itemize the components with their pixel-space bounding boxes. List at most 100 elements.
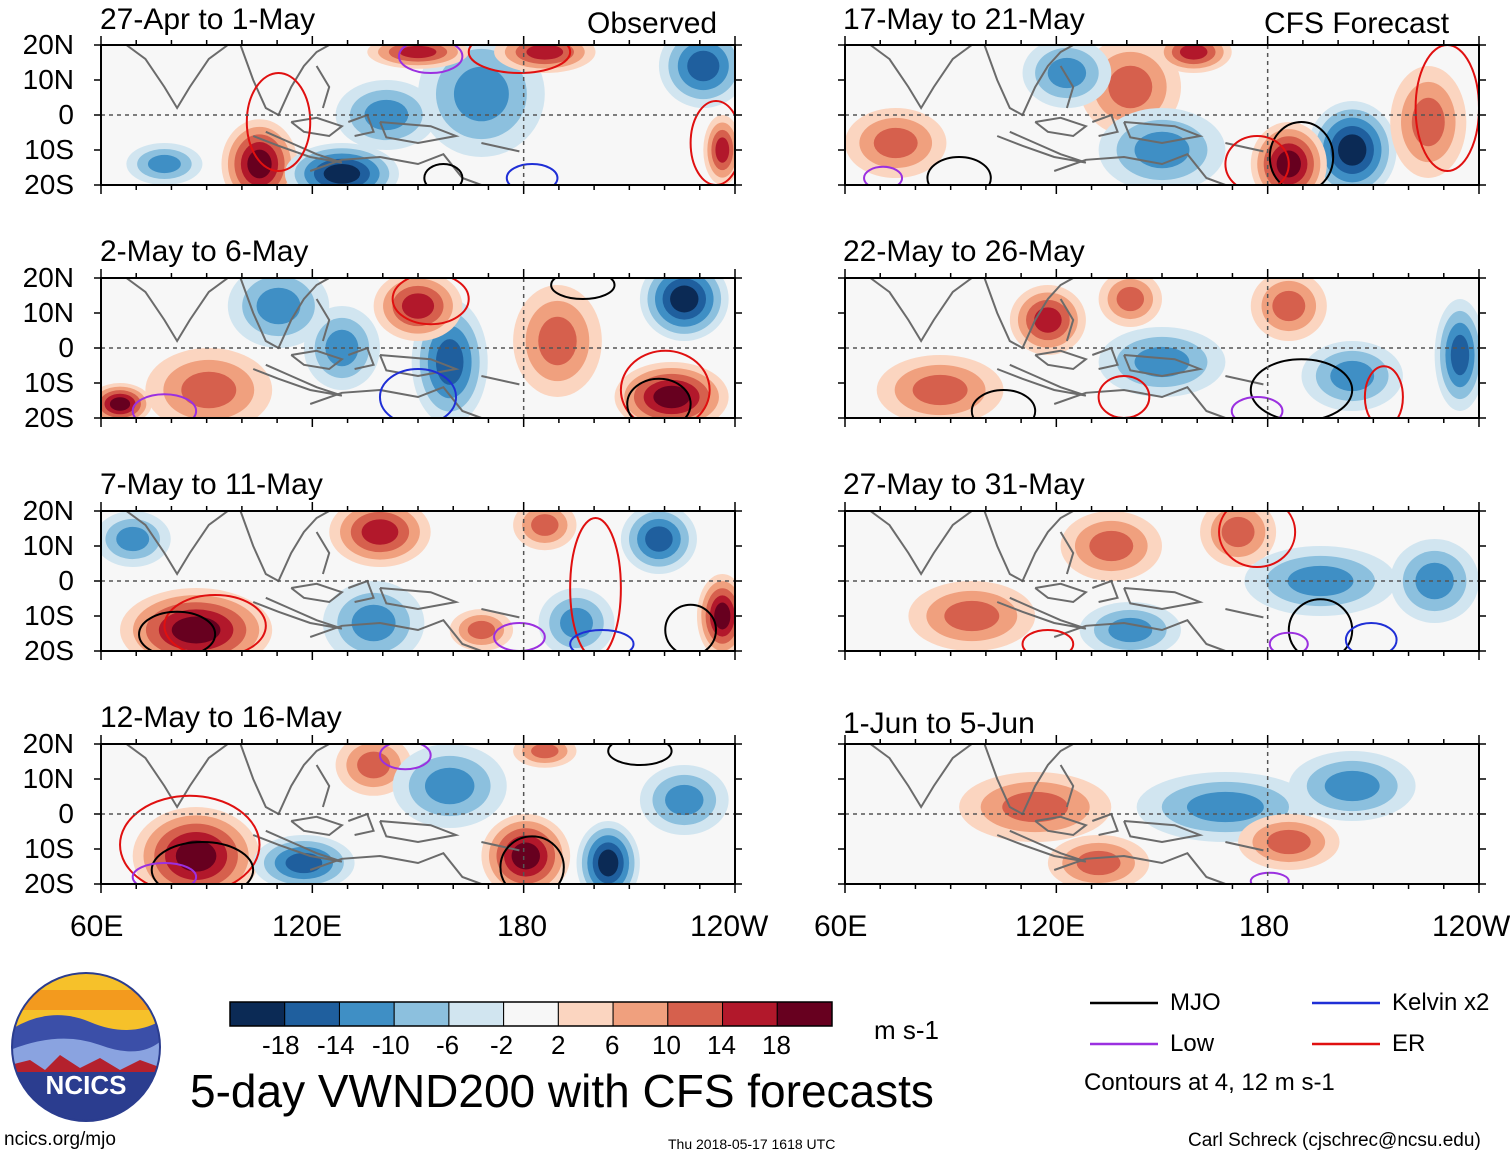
coastline bbox=[481, 608, 520, 619]
colorbar-swatch bbox=[338, 1001, 395, 1027]
wave-contour bbox=[467, 45, 572, 74]
coastline bbox=[1059, 298, 1075, 342]
negative-anomaly bbox=[560, 607, 593, 639]
coastline bbox=[309, 386, 482, 418]
legend-label-low: Low bbox=[1170, 1030, 1215, 1057]
panel-title: 27-May to 31-May bbox=[843, 468, 1085, 501]
wave-contour bbox=[970, 389, 1037, 418]
panel-title: 12-May to 16-May bbox=[100, 701, 342, 734]
coastline bbox=[290, 116, 344, 138]
coastline bbox=[239, 278, 330, 350]
wave-contour bbox=[1344, 622, 1398, 651]
coastline bbox=[869, 278, 973, 343]
positive-anomaly bbox=[171, 616, 221, 644]
coastline bbox=[1225, 608, 1264, 619]
ncics-logo: NCICS bbox=[11, 972, 161, 1122]
colorbar-swatch bbox=[776, 1001, 833, 1027]
negative-anomaly bbox=[1108, 617, 1153, 643]
positive-anomaly bbox=[109, 397, 131, 411]
wave-contour bbox=[626, 377, 692, 418]
coastline bbox=[1059, 65, 1075, 109]
coastline bbox=[1059, 531, 1075, 575]
coastline bbox=[1123, 587, 1204, 611]
coastline bbox=[1225, 841, 1264, 852]
main-title: 5-day VWND200 with CFS forecasts bbox=[190, 1065, 934, 1117]
colorbar-swatch bbox=[503, 1001, 559, 1027]
negative-anomaly bbox=[1186, 791, 1264, 823]
colorbar-frame bbox=[229, 1001, 833, 1027]
colorbar-swatch bbox=[448, 1001, 505, 1027]
negative-anomaly bbox=[285, 852, 323, 874]
wave-contour bbox=[138, 610, 217, 651]
coastline bbox=[983, 744, 1074, 816]
positive-anomaly bbox=[1116, 286, 1145, 312]
wave-contour bbox=[378, 368, 458, 418]
colorbar-tick: 10 bbox=[652, 1030, 681, 1060]
coastline bbox=[1123, 820, 1204, 844]
colorbar-tick: -2 bbox=[490, 1030, 514, 1060]
negative-anomaly bbox=[453, 66, 509, 122]
coastline bbox=[290, 815, 344, 837]
coastline bbox=[252, 130, 343, 164]
forecast-label: CFS Forecast bbox=[1264, 7, 1450, 40]
lat-label: 20N bbox=[22, 262, 74, 293]
coastline bbox=[347, 812, 375, 836]
coastline bbox=[315, 531, 331, 575]
wave-contour bbox=[397, 45, 464, 74]
coastline bbox=[983, 511, 1074, 583]
coastline bbox=[996, 363, 1087, 397]
legend-label-er: ER bbox=[1392, 1030, 1426, 1057]
coastline bbox=[481, 142, 520, 153]
wave-contour bbox=[550, 278, 616, 300]
positive-anomaly bbox=[1179, 45, 1208, 60]
lat-label: 20S bbox=[24, 169, 74, 200]
coastline bbox=[379, 587, 460, 611]
lat-label: 10N bbox=[22, 763, 74, 794]
coastline bbox=[309, 852, 482, 884]
wave-contour bbox=[1268, 121, 1335, 185]
positive-anomaly bbox=[1108, 65, 1153, 109]
colorbar-swatch bbox=[612, 1001, 669, 1027]
positive-anomaly bbox=[912, 374, 968, 406]
lon-label: 180 bbox=[1239, 910, 1290, 943]
coastline bbox=[996, 596, 1087, 630]
positive-anomaly bbox=[399, 45, 437, 59]
coastline bbox=[996, 130, 1087, 164]
lat-label: 10S bbox=[24, 600, 74, 631]
coastline bbox=[481, 375, 520, 386]
negative-anomaly bbox=[323, 163, 361, 184]
positive-anomaly bbox=[361, 519, 399, 545]
lat-label: 10S bbox=[24, 833, 74, 864]
wave-contour bbox=[150, 841, 255, 884]
wave-contour bbox=[569, 629, 635, 651]
coastline bbox=[347, 346, 375, 370]
coastline bbox=[379, 121, 460, 145]
lat-label: 0 bbox=[58, 99, 74, 130]
coastline bbox=[290, 582, 344, 604]
coastline bbox=[125, 511, 229, 576]
coastline bbox=[1091, 812, 1119, 836]
positive-anomaly bbox=[401, 293, 435, 319]
coastline bbox=[869, 45, 973, 110]
coastline bbox=[1053, 153, 1226, 185]
coastline bbox=[1091, 579, 1119, 603]
positive-anomaly bbox=[1089, 530, 1134, 562]
colorbar-tick: 2 bbox=[551, 1030, 566, 1060]
negative-anomaly bbox=[424, 767, 475, 805]
positive-anomaly bbox=[1266, 829, 1311, 855]
coastline bbox=[1034, 116, 1088, 138]
negative-anomaly bbox=[687, 50, 720, 82]
negative-anomaly bbox=[1134, 346, 1190, 378]
lat-label: 20N bbox=[22, 728, 74, 759]
coastline bbox=[1059, 764, 1075, 808]
wave-contour bbox=[1021, 629, 1075, 651]
coastline bbox=[1053, 852, 1226, 884]
site-url[interactable]: ncics.org/mjo bbox=[4, 1129, 116, 1150]
colorbar-swatch bbox=[667, 1001, 724, 1027]
negative-anomaly bbox=[670, 285, 699, 313]
panel-title: 22-May to 26-May bbox=[843, 235, 1085, 268]
coastline bbox=[315, 764, 331, 808]
colorbar-tick: 6 bbox=[605, 1030, 620, 1060]
